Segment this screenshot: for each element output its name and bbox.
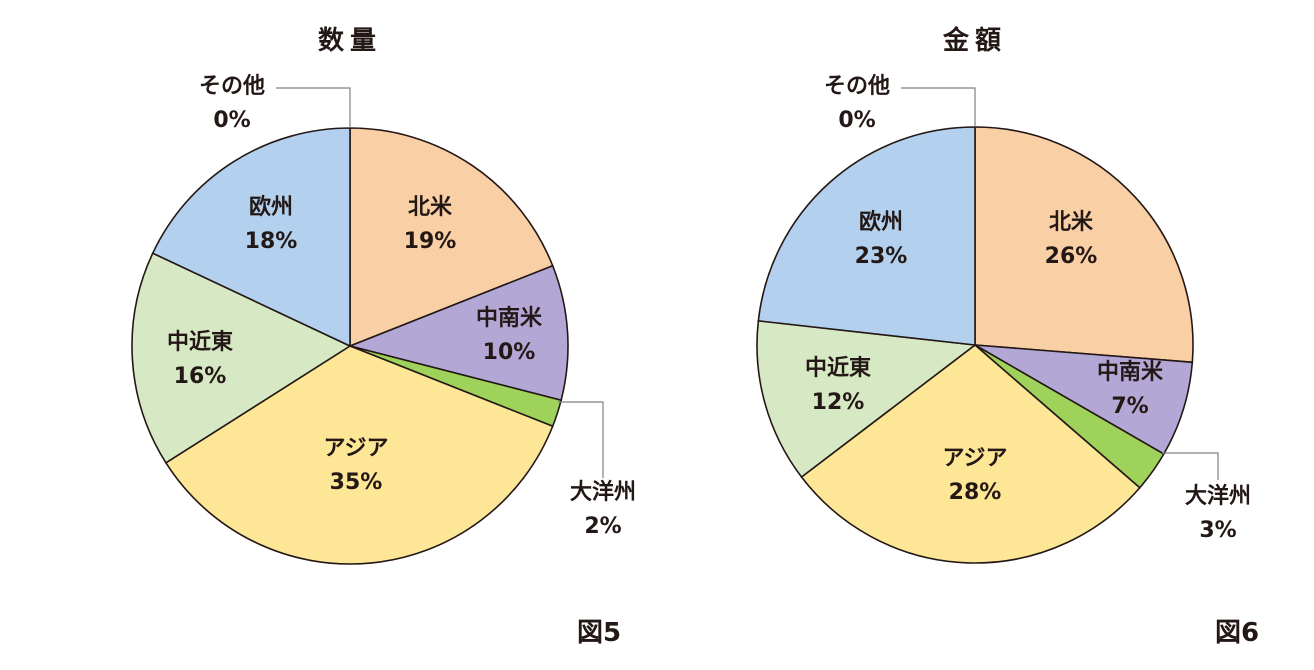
pie-slice-中近東 bbox=[756, 319, 978, 479]
pie-slice-アジア bbox=[164, 345, 554, 565]
pie-slice-中南米 bbox=[347, 264, 569, 402]
pie-chart-amount: 金額 その他 0% 北米 26% 中南米 7% 大洋州 3% アジア 28% 中近東 12%… bbox=[625, 0, 1282, 670]
chart-title: 金額 bbox=[942, 26, 1008, 56]
pie-slice-欧州 bbox=[151, 127, 351, 348]
pie-svg bbox=[131, 87, 604, 565]
pie-slice-欧州 bbox=[757, 126, 976, 346]
leader-line bbox=[901, 87, 976, 127]
pie-slice-中近東 bbox=[131, 252, 352, 464]
chart-title: 数量 bbox=[317, 26, 383, 56]
pie-svg bbox=[756, 87, 1219, 564]
label-asia: アジア 35% bbox=[323, 436, 389, 495]
label-oceania: 大洋州 3% bbox=[1184, 484, 1252, 543]
figure-label: 図5 bbox=[577, 618, 622, 648]
label-middle-east: 中近東 16% bbox=[166, 330, 234, 389]
label-latin-america: 中南米 7% bbox=[1096, 360, 1164, 419]
label-other: その他 0% bbox=[198, 74, 266, 133]
label-other: その他 0% bbox=[823, 74, 891, 133]
leader-line bbox=[1162, 452, 1219, 480]
label-latin-america: 中南米 10% bbox=[475, 306, 543, 365]
pie-chart-quantity: 数量 その他 0% 北米 19% 中南米 10% 大洋州 2% アジア 35% 中近東 16… bbox=[131, 26, 637, 648]
leader-line bbox=[276, 87, 351, 128]
figure-label: 図6 bbox=[1215, 618, 1260, 648]
pie-slice-北米 bbox=[349, 127, 554, 348]
label-middle-east: 中近東 12% bbox=[804, 356, 872, 415]
label-north-america: 北米 19% bbox=[403, 195, 457, 254]
label-oceania: 大洋州 2% bbox=[569, 480, 637, 539]
label-asia: アジア 28% bbox=[942, 446, 1008, 505]
label-north-america: 北米 26% bbox=[1044, 210, 1098, 269]
pie-slice-北米 bbox=[974, 126, 1194, 364]
label-europe: 欧州 18% bbox=[244, 195, 298, 254]
label-europe: 欧州 23% bbox=[854, 210, 908, 269]
pie-slice-アジア bbox=[800, 343, 1141, 564]
leader-line bbox=[558, 401, 604, 478]
